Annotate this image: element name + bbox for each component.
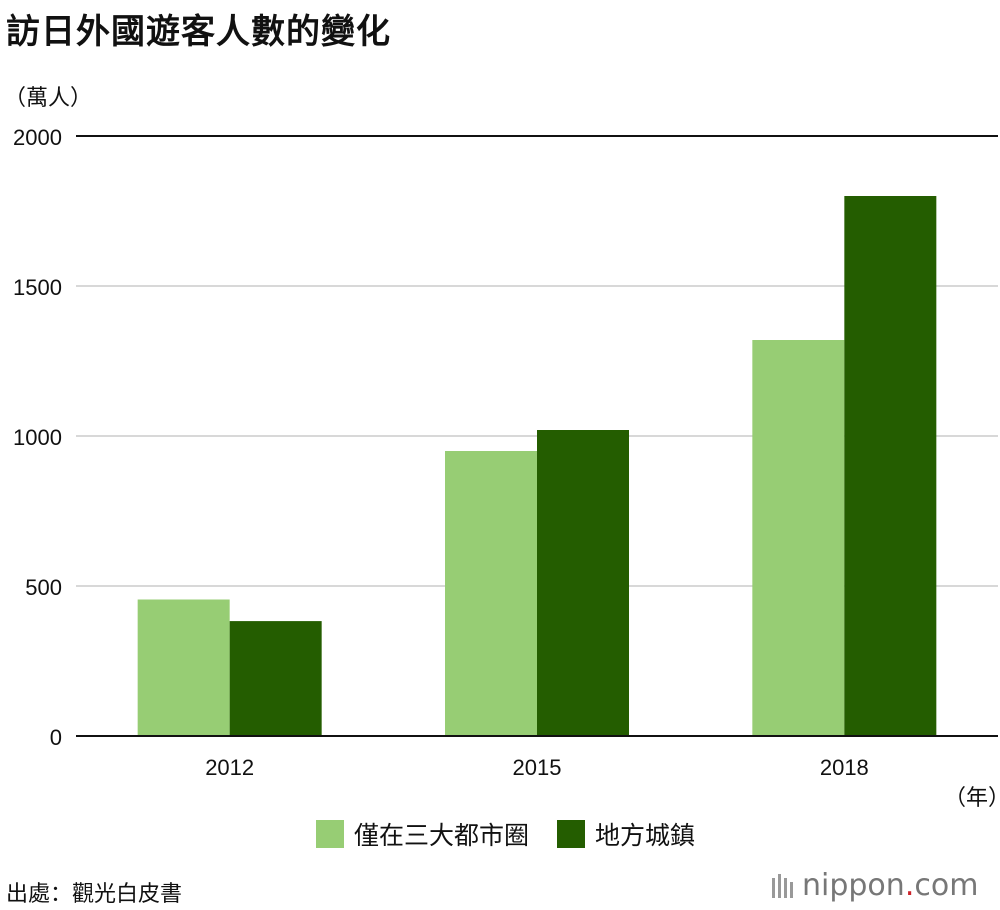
source-note: 出處：觀光白皮書 bbox=[6, 882, 183, 907]
legend-swatch-regional bbox=[557, 820, 586, 848]
y-tick-label: 2000 bbox=[13, 125, 62, 150]
legend-label-regional: 地方城鎮 bbox=[595, 821, 696, 850]
bar bbox=[537, 430, 629, 736]
x-tick-label: 2012 bbox=[205, 755, 254, 780]
x-tick-label: 2015 bbox=[513, 755, 562, 780]
brand-bars-icon bbox=[772, 873, 793, 898]
legend-item-metro: 僅在三大都市圈 bbox=[316, 816, 529, 852]
y-tick-label: 0 bbox=[50, 725, 62, 750]
bar bbox=[137, 599, 230, 736]
bar bbox=[752, 340, 845, 736]
bar-chart: 0 500 1000 1500 2000 2012 2015 2018 bbox=[13, 125, 998, 780]
legend-item-regional: 地方城鎮 bbox=[557, 816, 695, 852]
bar bbox=[229, 621, 322, 736]
brand-tld: com bbox=[914, 868, 979, 903]
x-tick-label: 2018 bbox=[820, 755, 869, 780]
y-tick-label: 1500 bbox=[13, 275, 62, 300]
brand-logo: nippon. com bbox=[772, 868, 978, 903]
brand-name: nippon bbox=[802, 868, 905, 903]
bar bbox=[445, 451, 537, 736]
y-axis-unit: （萬人） bbox=[4, 86, 93, 111]
bar bbox=[844, 196, 937, 736]
legend-swatch-metro bbox=[316, 820, 344, 848]
brand-dot: . bbox=[904, 868, 915, 903]
y-tick-label: 500 bbox=[25, 575, 62, 600]
y-tick-label: 1000 bbox=[13, 425, 62, 450]
chart-title: 訪日外國遊客人數的變化 bbox=[6, 12, 391, 52]
x-axis-unit: （年） bbox=[944, 786, 1000, 811]
legend: 僅在三大都市圈 地方城鎮 bbox=[316, 816, 695, 852]
legend-label-metro: 僅在三大都市圈 bbox=[354, 821, 530, 850]
